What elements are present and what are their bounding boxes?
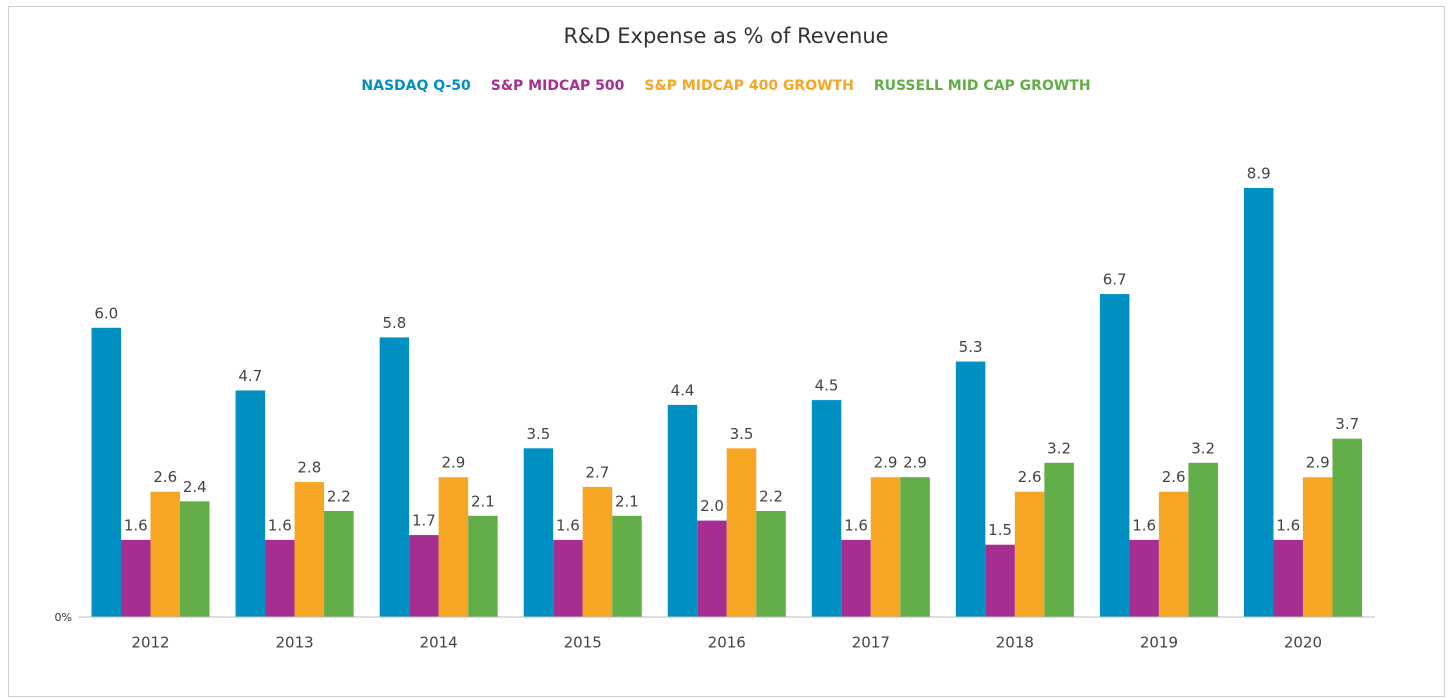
data-label: 2.1 xyxy=(471,492,495,510)
bar xyxy=(1158,491,1189,617)
data-label: 1.6 xyxy=(124,516,148,534)
legend-label: S&P MIDCAP 400 GROWTH xyxy=(644,78,853,94)
data-label: 1.6 xyxy=(556,516,580,534)
data-label: 6.7 xyxy=(1103,271,1127,289)
bar xyxy=(1129,539,1159,617)
data-label: 1.6 xyxy=(844,516,868,534)
bar xyxy=(841,539,871,617)
x-tick-label: 2015 xyxy=(564,634,602,652)
bar xyxy=(1099,294,1130,617)
bar xyxy=(870,477,901,617)
bar xyxy=(294,482,325,617)
bar xyxy=(726,448,757,617)
data-label: 4.4 xyxy=(671,381,695,399)
data-label: 3.2 xyxy=(1047,439,1071,457)
bar xyxy=(553,539,583,617)
bar xyxy=(91,327,122,617)
chart-title: R&D Expense as % of Revenue xyxy=(563,24,888,48)
bar xyxy=(697,520,727,617)
data-label: 2.6 xyxy=(1018,468,1042,486)
y-tick-label: 0% xyxy=(55,611,72,624)
x-tick-label: 2016 xyxy=(708,634,746,652)
data-label: 1.6 xyxy=(268,516,292,534)
data-label: 2.7 xyxy=(586,463,610,481)
data-label: 1.5 xyxy=(988,521,1012,539)
bar xyxy=(523,448,554,617)
data-label: 2.9 xyxy=(874,454,898,472)
data-label: 2.9 xyxy=(441,454,465,472)
bar xyxy=(265,539,295,617)
data-label: 5.8 xyxy=(382,314,406,332)
bar xyxy=(1188,462,1218,617)
data-label: 1.6 xyxy=(1132,516,1156,534)
bar xyxy=(1273,539,1303,617)
legend-label: S&P MIDCAP 500 xyxy=(491,78,625,94)
data-label: 3.5 xyxy=(527,425,551,443)
data-label: 2.9 xyxy=(903,454,927,472)
data-label: 6.0 xyxy=(94,304,118,322)
x-tick-label: 2014 xyxy=(420,634,458,652)
data-label: 4.5 xyxy=(815,377,839,395)
data-label: 1.7 xyxy=(412,512,436,530)
bar xyxy=(438,477,469,617)
bar xyxy=(612,515,642,617)
bar xyxy=(235,390,266,617)
bar xyxy=(180,501,210,617)
data-label: 2.4 xyxy=(183,478,207,496)
bar xyxy=(985,544,1015,617)
bar xyxy=(324,510,354,617)
data-label: 2.9 xyxy=(1306,454,1330,472)
bar xyxy=(379,337,410,617)
bar xyxy=(1014,491,1045,617)
x-tick-label: 2012 xyxy=(131,634,169,652)
bar xyxy=(150,491,181,617)
bar xyxy=(121,539,151,617)
bar xyxy=(1243,188,1274,617)
x-tick-label: 2013 xyxy=(275,634,313,652)
data-label: 1.6 xyxy=(1276,516,1300,534)
data-label: 8.9 xyxy=(1247,165,1271,183)
data-label: 3.7 xyxy=(1335,415,1359,433)
legend-label: RUSSELL MID CAP GROWTH xyxy=(874,78,1091,94)
bar xyxy=(409,535,439,617)
data-label: 2.1 xyxy=(615,492,639,510)
bar xyxy=(900,477,930,617)
data-label: 2.2 xyxy=(759,487,783,505)
x-tick-label: 2020 xyxy=(1284,634,1322,652)
bar xyxy=(955,361,986,617)
bar xyxy=(1044,462,1074,617)
bar xyxy=(667,404,698,617)
data-label: 2.6 xyxy=(1162,468,1186,486)
data-label: 3.5 xyxy=(730,425,754,443)
data-label: 5.3 xyxy=(959,338,983,356)
bar xyxy=(811,400,842,617)
data-label: 2.0 xyxy=(700,497,724,515)
data-label: 4.7 xyxy=(238,367,262,385)
bar xyxy=(756,510,786,617)
data-label: 3.2 xyxy=(1191,439,1215,457)
bar xyxy=(1332,438,1362,617)
bar xyxy=(468,515,498,617)
legend-label: NASDAQ Q-50 xyxy=(361,78,471,94)
bar xyxy=(582,486,613,617)
data-label: 2.2 xyxy=(327,487,351,505)
bar xyxy=(1302,477,1333,617)
data-label: 2.6 xyxy=(153,468,177,486)
data-label: 2.8 xyxy=(297,459,321,477)
x-tick-label: 2019 xyxy=(1140,634,1178,652)
x-tick-label: 2018 xyxy=(996,634,1034,652)
x-tick-label: 2017 xyxy=(852,634,890,652)
